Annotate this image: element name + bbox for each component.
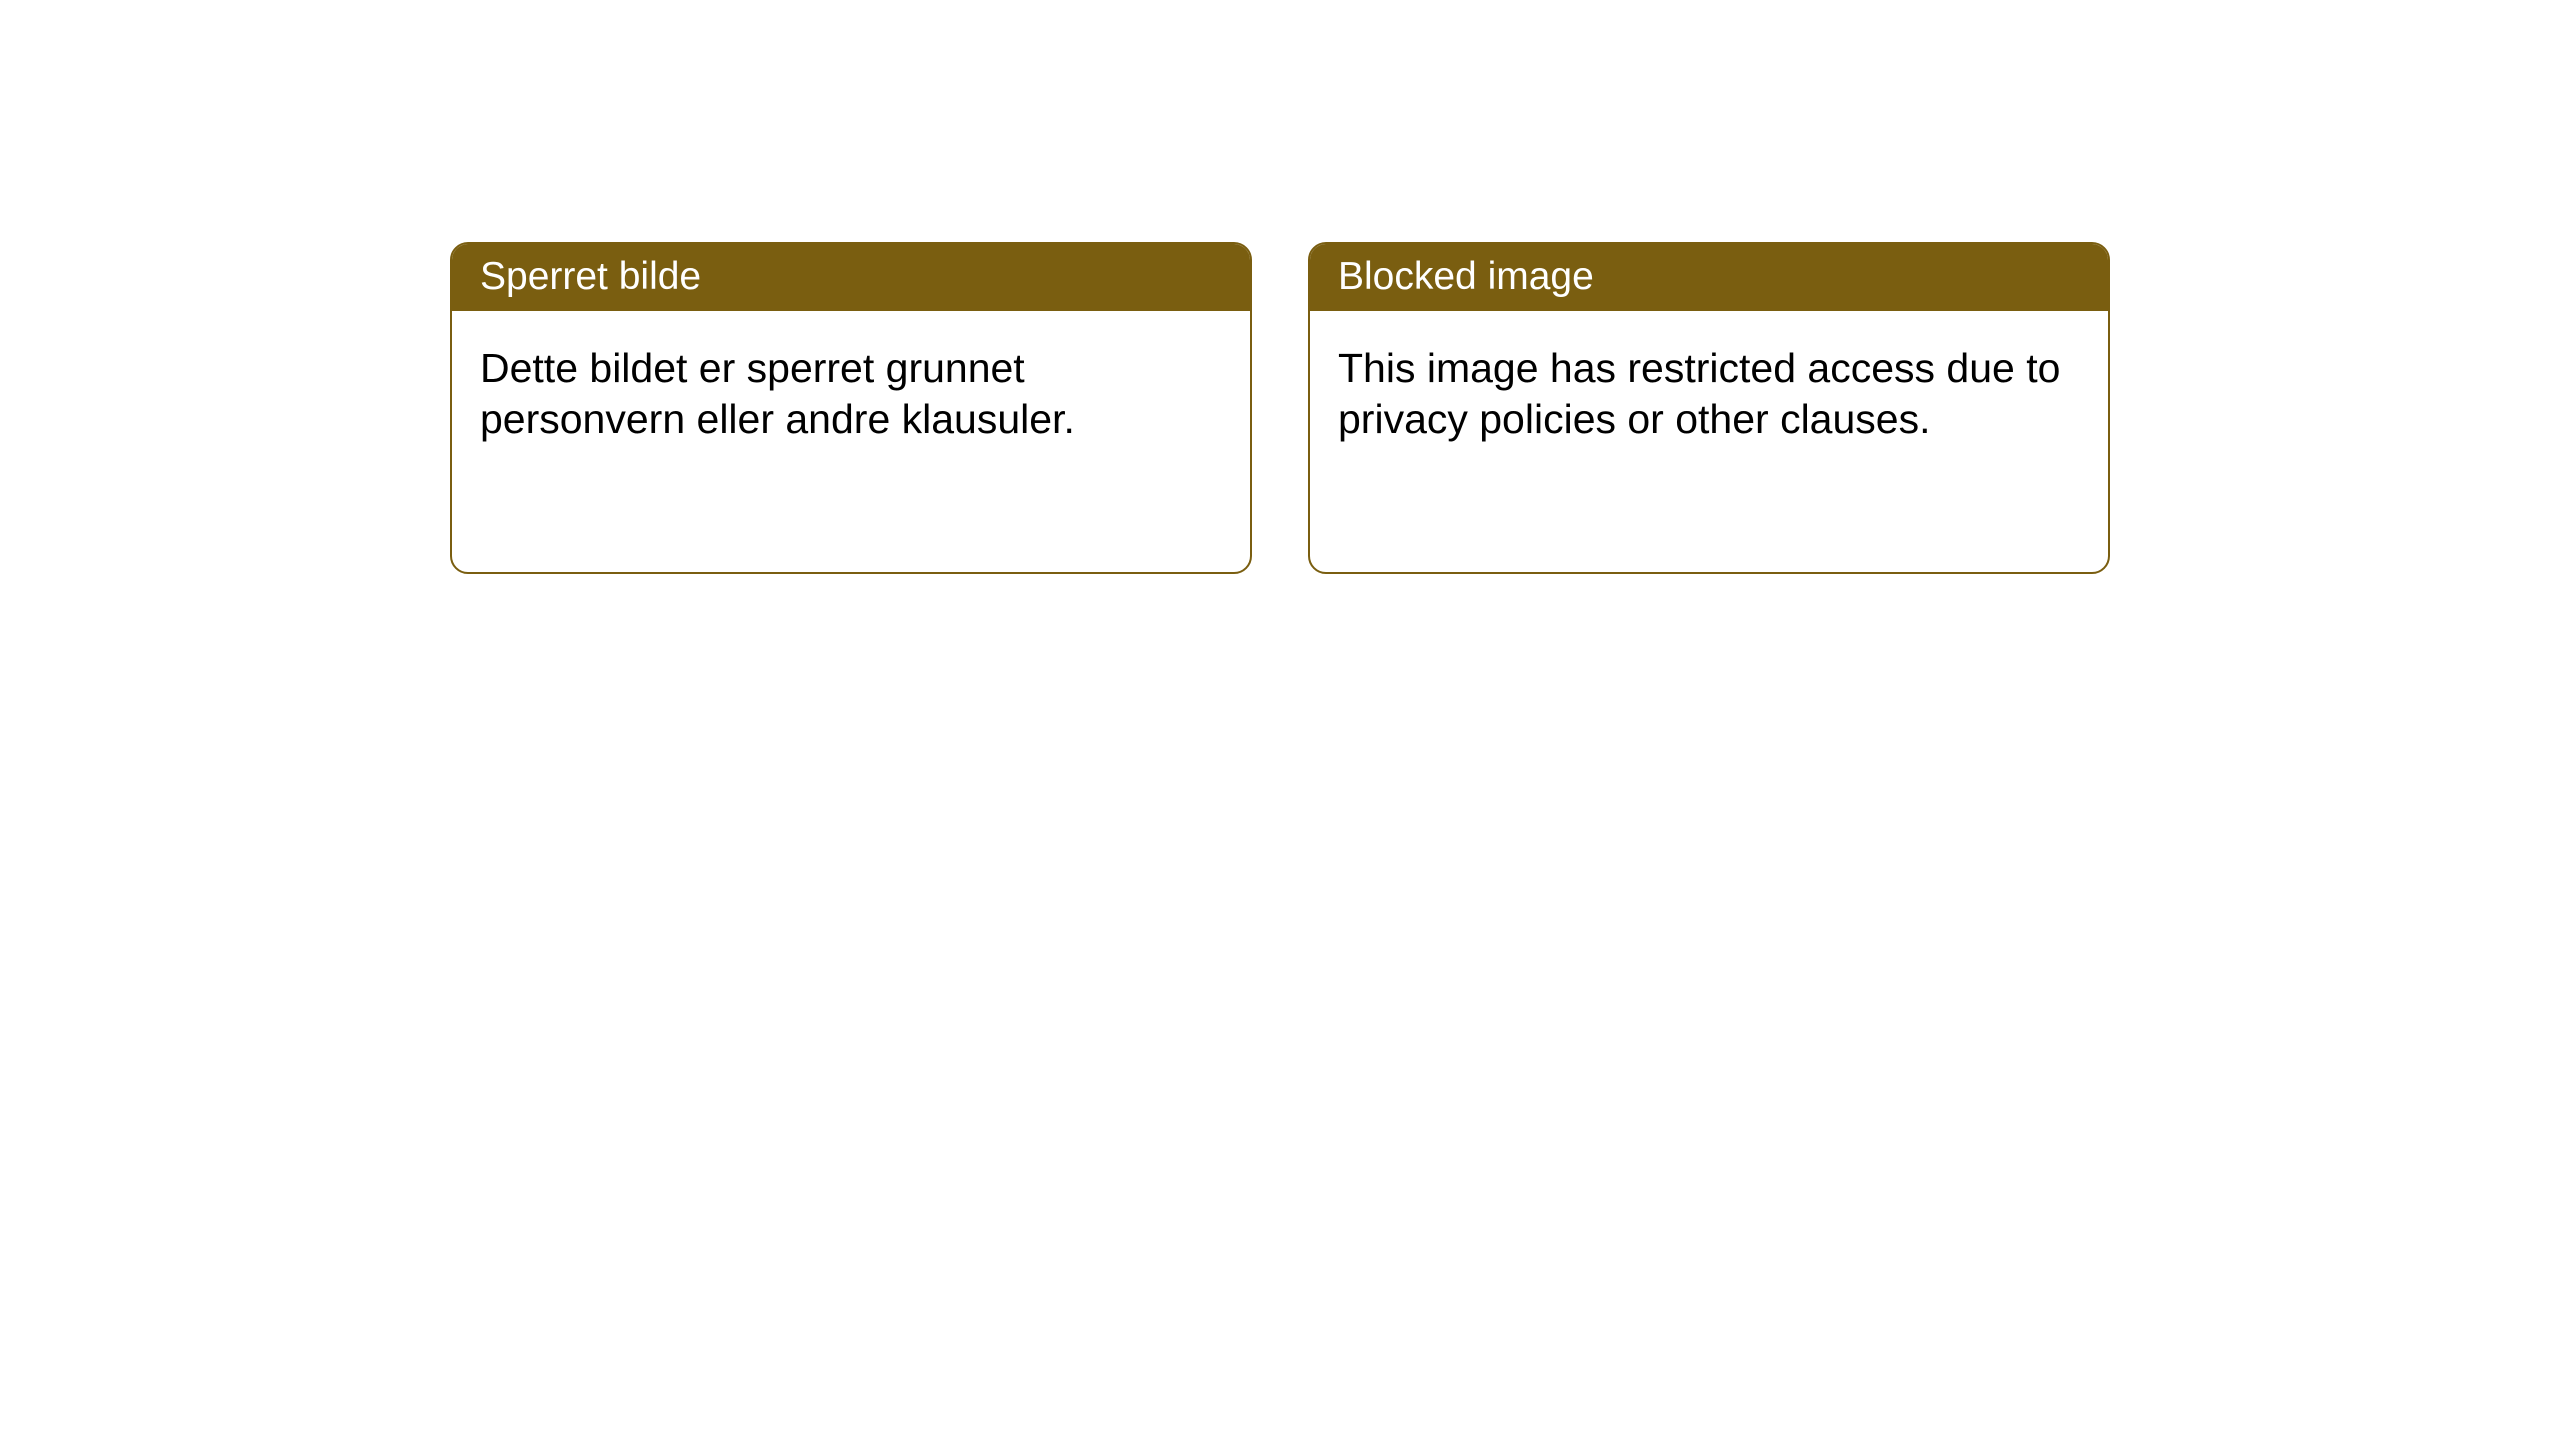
blocked-image-card-english: Blocked image This image has restricted … <box>1308 242 2110 574</box>
blocked-image-card-norwegian: Sperret bilde Dette bildet er sperret gr… <box>450 242 1252 574</box>
card-header: Blocked image <box>1310 244 2108 311</box>
card-body-text: This image has restricted access due to … <box>1338 345 2060 442</box>
card-body-text: Dette bildet er sperret grunnet personve… <box>480 345 1075 442</box>
card-body: This image has restricted access due to … <box>1310 311 2108 478</box>
card-body: Dette bildet er sperret grunnet personve… <box>452 311 1250 478</box>
card-header: Sperret bilde <box>452 244 1250 311</box>
cards-container: Sperret bilde Dette bildet er sperret gr… <box>0 0 2560 574</box>
card-header-text: Sperret bilde <box>480 255 701 298</box>
card-header-text: Blocked image <box>1338 255 1594 298</box>
